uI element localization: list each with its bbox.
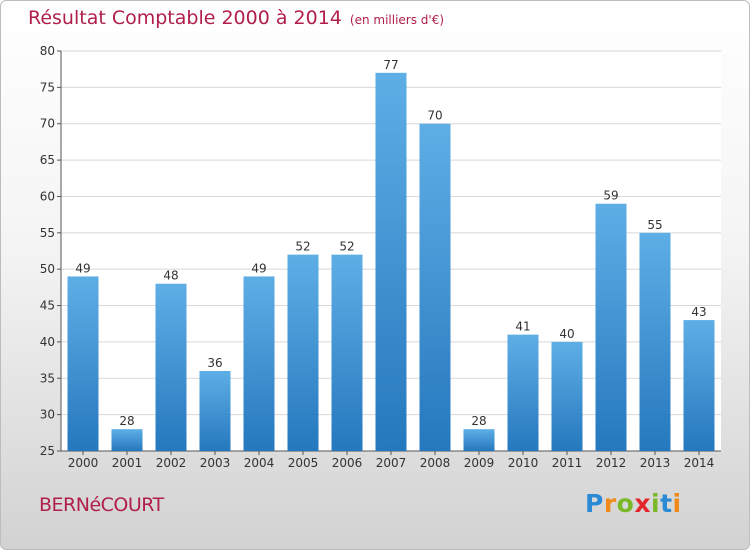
data-label: 52 xyxy=(295,240,310,254)
y-tick-label: 80 xyxy=(40,44,55,58)
y-tick-label: 65 xyxy=(40,153,55,167)
bar xyxy=(111,429,143,451)
data-label: 70 xyxy=(427,109,442,123)
x-tick-label: 2005 xyxy=(288,456,319,470)
y-tick-label: 55 xyxy=(40,226,55,240)
bar xyxy=(375,72,407,452)
bar xyxy=(683,320,715,451)
chart-title-text: Résultat Comptable 2000 à 2014 xyxy=(28,7,342,29)
proxiti-logo[interactable]: Proxiti xyxy=(585,489,682,518)
axis-layer: 25 30 35 40 45 50 55 60 65 70 75 80 2000 2001 2002 2003… xyxy=(40,44,721,470)
bar-layer xyxy=(67,72,715,452)
bar xyxy=(639,232,671,451)
y-tick-label: 40 xyxy=(40,335,55,349)
logo-letter: i xyxy=(672,489,682,518)
chart-subtitle: (en milliers d'€) xyxy=(349,13,445,27)
logo-letter: o xyxy=(616,489,635,518)
y-tick-label: 50 xyxy=(40,262,55,276)
x-tick-label: 2013 xyxy=(640,456,671,470)
logo-letter: i xyxy=(651,489,661,518)
location-name: BERNéCOURT xyxy=(39,494,164,516)
logo-letter: x xyxy=(634,489,651,518)
data-label: 59 xyxy=(603,189,618,203)
chart-title: Résultat Comptable 2000 à 2014 (en millie… xyxy=(28,7,444,29)
data-label: 49 xyxy=(251,261,266,275)
y-tick-label: 45 xyxy=(40,299,55,313)
bar xyxy=(67,276,99,451)
bar xyxy=(595,203,627,451)
bar xyxy=(243,276,275,451)
data-label: 77 xyxy=(383,58,398,72)
y-tick-label: 60 xyxy=(40,189,55,203)
data-label: 28 xyxy=(119,414,134,428)
x-tick-label: 2010 xyxy=(508,456,539,470)
data-label: 55 xyxy=(647,218,662,232)
y-tick-label: 70 xyxy=(40,117,55,131)
x-tick-label: 2004 xyxy=(244,456,275,470)
data-label: 41 xyxy=(515,320,530,334)
x-tick-label: 2012 xyxy=(596,456,627,470)
data-label: 52 xyxy=(339,240,354,254)
data-label: 40 xyxy=(559,327,574,341)
data-label: 36 xyxy=(207,356,222,370)
bar xyxy=(331,254,363,451)
bar xyxy=(463,429,495,451)
x-tick-label: 2011 xyxy=(552,456,583,470)
logo-letter: t xyxy=(660,489,673,518)
bar xyxy=(507,334,539,451)
x-tick-label: 2002 xyxy=(156,456,187,470)
logo-letter: P xyxy=(585,489,604,518)
bar xyxy=(419,123,451,452)
y-tick-label: 75 xyxy=(40,80,55,94)
data-label: 28 xyxy=(471,414,486,428)
x-tick-label: 2006 xyxy=(332,456,363,470)
label-layer: 49 28 48 36 49 52 52 77 70 28 41 40 59 55 43 xyxy=(75,58,706,428)
bar xyxy=(155,283,187,451)
data-label: 49 xyxy=(75,261,90,275)
x-tick-label: 2000 xyxy=(68,456,99,470)
x-tick-label: 2014 xyxy=(684,456,715,470)
x-tick-label: 2008 xyxy=(420,456,451,470)
data-label: 48 xyxy=(163,269,178,283)
data-label: 43 xyxy=(691,305,706,319)
y-tick-label: 35 xyxy=(40,371,55,385)
bar xyxy=(287,254,319,451)
x-tick-label: 2003 xyxy=(200,456,231,470)
bar xyxy=(199,371,231,451)
bar xyxy=(551,341,583,451)
x-tick-label: 2009 xyxy=(464,456,495,470)
x-tick-label: 2001 xyxy=(112,456,143,470)
logo-letter: r xyxy=(603,489,617,518)
y-tick-label: 25 xyxy=(40,444,55,458)
x-tick-label: 2007 xyxy=(376,456,407,470)
y-tick-label: 30 xyxy=(40,408,55,422)
